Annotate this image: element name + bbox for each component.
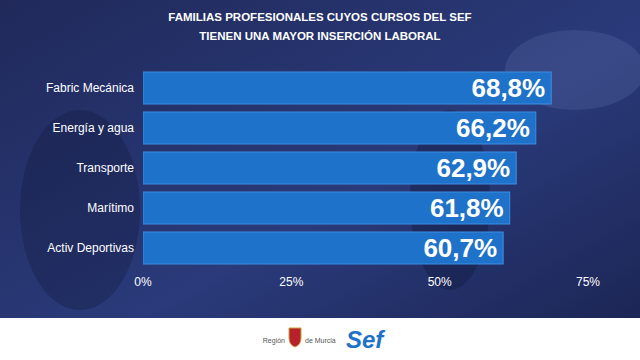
bar: [143, 192, 510, 224]
data-label: 62,9%: [436, 153, 510, 183]
chart-root: FAMILIAS PROFESIONALES CUYOS CURSOS DEL …: [0, 0, 640, 360]
bar: [143, 112, 536, 144]
bar: [143, 152, 516, 184]
tick-label: 75%: [576, 275, 600, 289]
category-label: Fabric Mecánica: [46, 81, 134, 95]
bar: [143, 72, 551, 104]
data-label: 66,2%: [456, 113, 530, 143]
footer-text: de Murcia: [305, 337, 336, 344]
title: TIENEN UNA MAYOR INSERCIÓN LABORAL: [199, 30, 440, 42]
category-label: Energía y agua: [53, 121, 135, 135]
chart: FAMILIAS PROFESIONALES CUYOS CURSOS DEL …: [0, 0, 640, 360]
footer-text: Región: [263, 337, 285, 345]
bg-shape: [20, 110, 140, 310]
brand-logo: Sef: [346, 326, 385, 353]
category-label: Transporte: [76, 161, 134, 175]
shield-icon: [289, 328, 301, 347]
category-label: Activ Deportivas: [47, 241, 134, 255]
bars: [143, 72, 551, 264]
tick-label: 25%: [279, 275, 303, 289]
bar: [143, 232, 503, 264]
data-label: 68,8%: [471, 73, 545, 103]
tick-label: 50%: [428, 275, 452, 289]
footer-band: [0, 318, 640, 360]
tick-label: 0%: [134, 275, 152, 289]
data-label: 61,8%: [430, 193, 504, 223]
title: FAMILIAS PROFESIONALES CUYOS CURSOS DEL …: [168, 11, 471, 23]
data-label: 60,7%: [423, 233, 497, 263]
category-label: Marítimo: [87, 201, 134, 215]
